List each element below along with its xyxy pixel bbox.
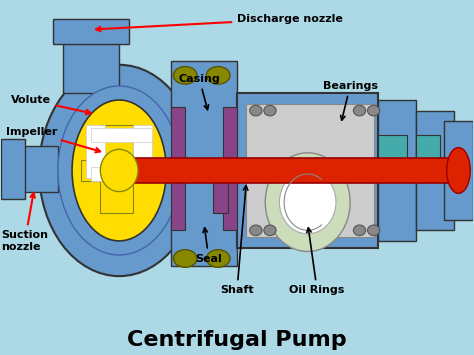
Bar [171,61,237,266]
Text: Bearings: Bearings [323,81,378,120]
Ellipse shape [206,66,230,84]
Ellipse shape [100,149,138,192]
Ellipse shape [367,105,380,116]
Bar [91,167,152,181]
Bar [91,128,152,142]
Bar [378,100,416,241]
Bar [82,160,162,181]
Ellipse shape [39,65,199,276]
Bar [444,121,473,220]
Bar [133,125,152,178]
Text: Oil Rings: Oil Rings [290,228,345,295]
Ellipse shape [58,86,181,255]
Ellipse shape [447,148,470,193]
Bar [1,139,25,199]
Ellipse shape [250,105,262,116]
Ellipse shape [367,225,380,236]
Bar [11,146,58,192]
Ellipse shape [354,225,365,236]
Ellipse shape [173,66,197,84]
Text: Discharge nozzle: Discharge nozzle [96,14,343,31]
Bar [378,135,407,170]
Ellipse shape [72,100,166,241]
Text: Volute: Volute [11,95,91,114]
Bar [416,135,439,170]
Bar [416,110,454,230]
Bar [86,125,105,178]
Bar [171,107,185,230]
Ellipse shape [264,105,276,116]
Ellipse shape [250,225,262,236]
Ellipse shape [173,250,197,267]
Text: Casing: Casing [178,74,220,110]
Text: Centrifugal Pump: Centrifugal Pump [127,329,347,350]
Ellipse shape [265,153,350,251]
Bar [53,19,128,44]
Bar [100,125,133,213]
Bar [223,107,237,230]
Text: Shaft: Shaft [220,186,254,295]
Bar [246,104,374,237]
Text: Impeller: Impeller [6,127,100,152]
Bar [237,93,378,248]
Text: Suction
nozzle: Suction nozzle [1,193,48,252]
Text: Seal: Seal [195,228,222,263]
Bar [213,178,228,213]
Bar [119,158,458,183]
Bar [63,22,119,93]
Ellipse shape [264,225,276,236]
Ellipse shape [354,105,365,116]
Ellipse shape [279,170,336,234]
Ellipse shape [206,250,230,267]
